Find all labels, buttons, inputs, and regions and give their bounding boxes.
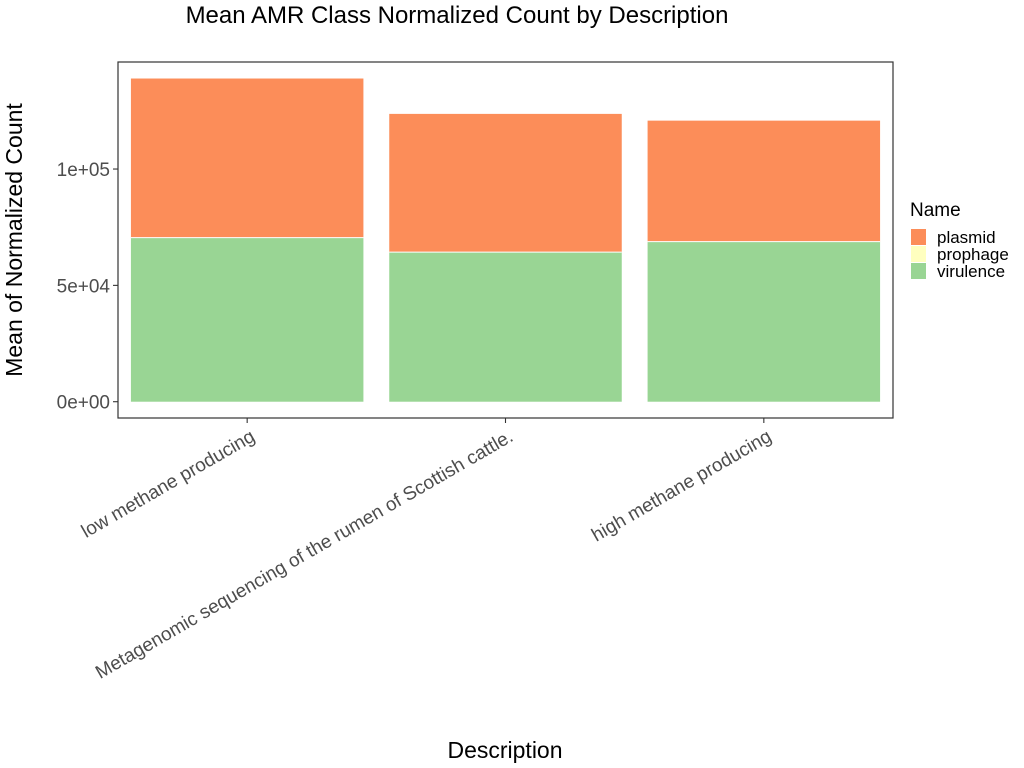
legend-key-virulence bbox=[911, 263, 926, 279]
legend-label-prophage: prophage bbox=[937, 245, 1009, 264]
chart-title: Mean AMR Class Normalized Count by Descr… bbox=[186, 2, 729, 29]
x-tick-label: low methane producing bbox=[78, 426, 259, 542]
legend-label-plasmid: plasmid bbox=[937, 228, 996, 247]
y-tick-label: 1e+05 bbox=[57, 160, 110, 181]
y-tick-label: 0e+00 bbox=[57, 393, 110, 414]
bar-plasmid-3 bbox=[647, 120, 881, 242]
x-axis-title: Description bbox=[447, 737, 562, 763]
bar-virulence-2 bbox=[389, 252, 622, 402]
legend-key-prophage bbox=[911, 246, 926, 262]
bar-virulence-3 bbox=[647, 241, 881, 402]
bar-plasmid-2 bbox=[389, 113, 622, 253]
y-axis: 0e+00 5e+04 1e+05 bbox=[57, 160, 118, 414]
y-axis-title: Mean of Normalized Count bbox=[1, 103, 27, 377]
legend-key-plasmid bbox=[911, 229, 926, 245]
bars-layer bbox=[130, 78, 881, 402]
x-tick-label: Metagenomic sequencing of the rumen of S… bbox=[92, 426, 517, 683]
bar-plasmid-1 bbox=[130, 78, 364, 238]
y-tick-label: 5e+04 bbox=[57, 276, 111, 297]
bar-virulence-1 bbox=[130, 237, 364, 402]
legend-label-virulence: virulence bbox=[937, 262, 1005, 281]
legend-title: Name bbox=[910, 200, 961, 221]
x-tick-label: high methane producing bbox=[588, 426, 775, 546]
